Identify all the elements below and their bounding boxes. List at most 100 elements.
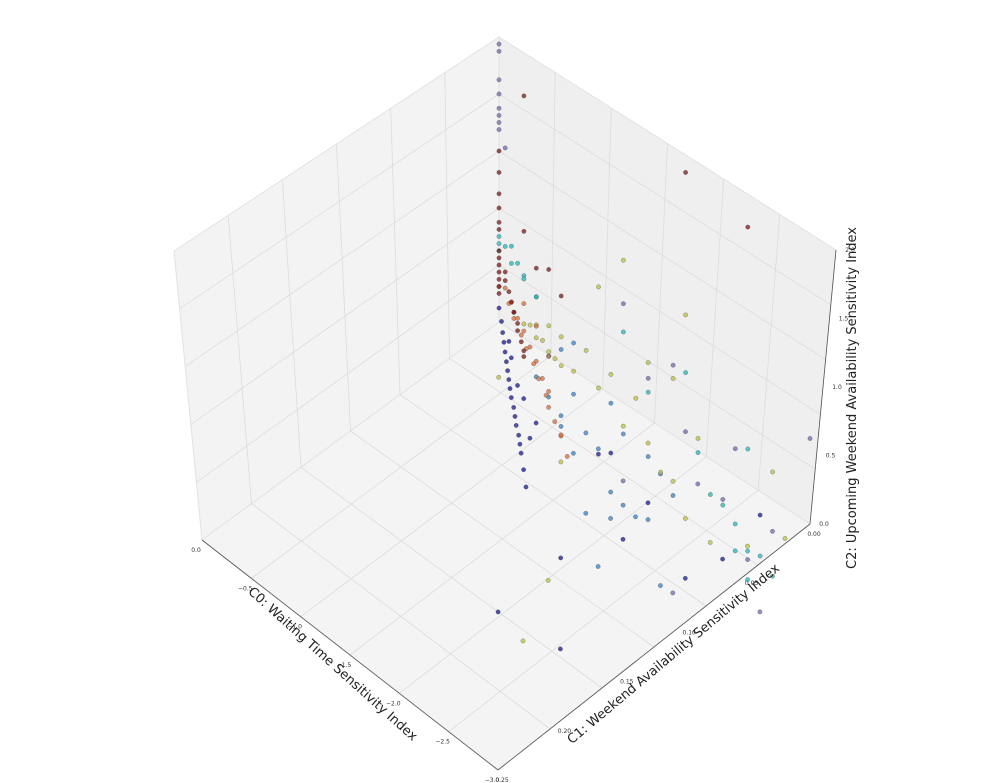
left-wall-grid-line xyxy=(190,207,500,425)
data-point xyxy=(496,148,502,154)
data-point xyxy=(596,451,601,457)
data-point xyxy=(508,395,514,400)
data-point xyxy=(732,548,738,554)
data-point xyxy=(502,145,508,151)
floor-grid-line xyxy=(399,456,707,694)
z-tick-label: 1.0 xyxy=(832,384,842,391)
y-tick-label: 0.20 xyxy=(558,728,572,735)
data-point xyxy=(757,553,763,559)
data-point xyxy=(682,575,688,581)
data-point xyxy=(546,323,552,329)
left-wall-grid-line xyxy=(179,93,500,310)
left-wall-grid-line xyxy=(390,108,401,395)
data-point xyxy=(670,478,676,484)
data-point xyxy=(558,293,564,299)
data-point xyxy=(645,500,651,506)
data-point xyxy=(745,446,751,452)
data-point xyxy=(608,489,614,495)
data-point xyxy=(620,502,626,508)
data-point xyxy=(533,323,539,329)
data-point xyxy=(564,453,570,459)
data-point xyxy=(732,446,738,452)
data-point xyxy=(683,429,688,435)
data-point xyxy=(527,322,533,328)
data-point xyxy=(496,262,502,268)
data-point xyxy=(620,478,626,484)
z-tick-label: 0.5 xyxy=(826,453,836,460)
data-point xyxy=(496,191,502,197)
right-wall-grid-line xyxy=(498,93,832,306)
x-tick-label: 0.0 xyxy=(191,547,201,554)
data-point xyxy=(512,413,518,419)
data-point xyxy=(745,577,750,582)
x-tick-label: −1.5 xyxy=(337,662,352,669)
data-point xyxy=(513,422,519,428)
z-tick-label: 1.5 xyxy=(839,316,849,323)
x-tick-label: −1.0 xyxy=(287,624,302,631)
right-wall-grid-line xyxy=(498,264,816,470)
data-point xyxy=(527,435,533,441)
data-point xyxy=(506,377,512,382)
data-point xyxy=(496,226,502,232)
data-point xyxy=(496,219,502,225)
z-axis-title: C2: Upcoming Weekend Availability Sensit… xyxy=(845,227,860,569)
data-point xyxy=(558,334,564,340)
x-tick-label: −3.0 xyxy=(485,777,500,783)
axis-lines xyxy=(201,249,837,771)
data-point xyxy=(608,371,614,377)
data-point xyxy=(707,540,713,545)
grid-lines xyxy=(179,72,832,732)
data-point xyxy=(527,344,533,350)
data-point xyxy=(770,469,775,475)
data-point xyxy=(502,269,508,275)
data-point xyxy=(502,243,508,249)
data-point xyxy=(496,234,502,239)
data-point xyxy=(496,374,502,380)
data-point xyxy=(521,348,527,354)
data-point xyxy=(521,396,527,401)
left-wall-grid-line xyxy=(196,264,500,483)
left-wall-grid-line xyxy=(227,215,252,504)
data-point xyxy=(558,423,564,429)
data-point xyxy=(645,360,651,365)
data-point xyxy=(495,609,501,615)
data-point xyxy=(506,338,512,344)
data-point xyxy=(683,516,688,521)
x-tick-label: −0.5 xyxy=(238,585,253,592)
data-point xyxy=(518,450,524,456)
data-point xyxy=(633,395,639,401)
data-point xyxy=(546,404,551,410)
data-point xyxy=(621,329,626,335)
right-wall-grid-line xyxy=(498,150,826,360)
data-point xyxy=(745,224,751,230)
data-point xyxy=(508,260,514,266)
data-point xyxy=(540,376,545,381)
data-point xyxy=(546,349,552,355)
data-point xyxy=(658,469,663,475)
data-point xyxy=(533,420,539,426)
data-point xyxy=(670,590,676,596)
data-point xyxy=(496,305,502,311)
data-point xyxy=(745,543,750,549)
data-point xyxy=(552,356,558,362)
data-point xyxy=(645,375,651,381)
data-point xyxy=(558,413,564,419)
data-point xyxy=(496,269,502,275)
data-point xyxy=(515,328,520,334)
right-wall-grid-line xyxy=(602,107,612,390)
z-tick-label: 2.0 xyxy=(845,247,855,254)
data-point xyxy=(533,335,539,341)
data-point xyxy=(496,169,502,175)
data-point xyxy=(621,257,626,263)
data-point xyxy=(552,419,558,424)
y-axis-line xyxy=(497,523,811,771)
data-point xyxy=(571,340,576,346)
data-point xyxy=(546,353,552,359)
data-point xyxy=(505,368,510,374)
data-point xyxy=(521,321,527,327)
data-point xyxy=(608,516,613,521)
right-wall-grid-line xyxy=(498,207,821,415)
floor-grid-line xyxy=(349,422,655,656)
data-point xyxy=(515,260,520,266)
data-point xyxy=(670,376,676,381)
